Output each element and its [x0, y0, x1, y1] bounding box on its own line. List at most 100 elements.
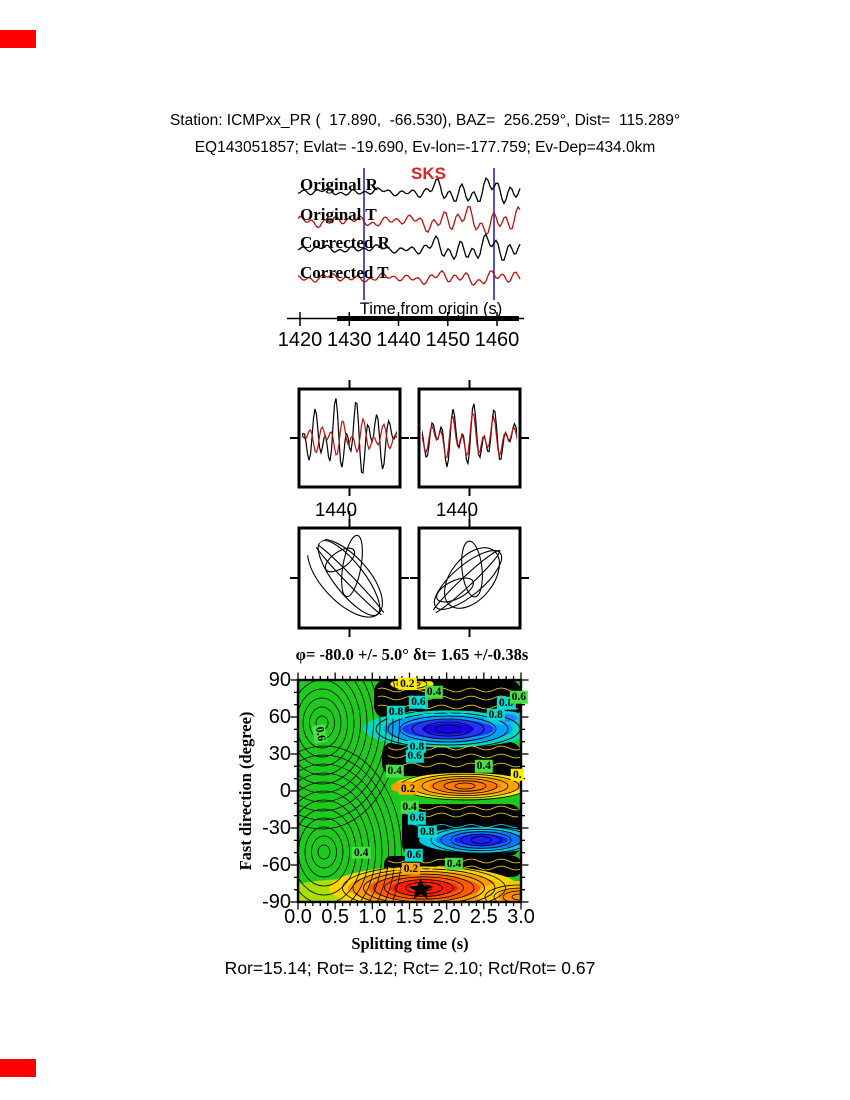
- contour-line: [421, 776, 509, 797]
- corner-mark-top: [0, 30, 36, 48]
- contour-line: [470, 836, 492, 844]
- trace-label-corrected-t: Corrected T: [300, 263, 389, 282]
- zoom-panel-left-tick: 1440: [314, 500, 358, 521]
- header-line-1: Station: ICMPxx_PR ( 17.890, -66.530), B…: [169, 112, 681, 129]
- contour-title: φ= -80.0 +/- 5.0° δt= 1.65 +/-0.38s: [295, 645, 529, 664]
- contour-line: [432, 778, 498, 794]
- contour-line: [298, 680, 368, 785]
- contour-ytick-label: 90: [268, 669, 291, 691]
- contour-value-label: 0.4: [385, 765, 404, 778]
- contour-line: [342, 865, 506, 902]
- time-tick-label: 1460: [474, 329, 520, 351]
- contour-line: [389, 680, 435, 691]
- contour-fill: [454, 834, 508, 846]
- contour-line: [298, 680, 400, 830]
- contour-line: [298, 688, 348, 758]
- contour-line: [352, 868, 496, 902]
- contour-value-label: 0.: [510, 768, 524, 782]
- contour-fill: [422, 723, 474, 735]
- contour-xlabel: Splitting time (s): [351, 934, 469, 953]
- contour-ytick-label: 0: [279, 780, 291, 802]
- contour-line: [298, 745, 402, 902]
- result-stats: Ror=15.14; Rot= 3.12; Rct= 2.10; Rct/Rot…: [224, 958, 596, 978]
- time-tick-label: 1420: [277, 329, 323, 351]
- particle-motion-loop: [341, 534, 363, 598]
- contour-xtick-label: 2.5: [469, 906, 498, 928]
- contour-line: [298, 772, 383, 902]
- contour-line: [298, 680, 361, 776]
- zoom-left-trace-r: [302, 398, 397, 474]
- contour-xtick-label: 2.0: [432, 906, 461, 928]
- contour-value-label: 0.2: [401, 862, 421, 875]
- contour-line: [411, 718, 485, 740]
- contour-line: [384, 876, 464, 900]
- contour-value-label: 0.6: [409, 695, 428, 709]
- phase-label-sks: SKS: [411, 164, 446, 183]
- contour-line: [377, 695, 518, 701]
- time-tick-label: 1440: [376, 329, 421, 351]
- contour-line: [298, 680, 394, 821]
- contour-ytick-label: -90: [262, 891, 291, 913]
- contour-line: [298, 680, 355, 767]
- contour-line: [435, 724, 461, 734]
- trace-original-r: [297, 177, 521, 205]
- contour-xtick-label: 1.0: [358, 906, 387, 928]
- contour-value-label: 0.6: [509, 691, 528, 704]
- contour-value-label: 0.4: [400, 800, 419, 814]
- contour-xtick-label: 0.0: [284, 906, 312, 928]
- trace-label-original-t: Original T: [300, 205, 377, 224]
- trace-corrected-t: [297, 269, 521, 286]
- contour-line: [298, 781, 376, 902]
- contour-xtick-label: 0.5: [321, 906, 350, 928]
- contour-line: [399, 715, 497, 743]
- time-tick-label: 1450: [425, 329, 471, 351]
- contour-value-label: 0.2: [398, 782, 418, 795]
- contour-line: [298, 680, 374, 794]
- contour-line: [377, 687, 518, 693]
- contour-value-label: 0.6: [407, 811, 427, 825]
- contour-line: [450, 831, 512, 849]
- trace-label-original-r: Original R: [300, 175, 378, 194]
- contour-value-label: 0.6: [405, 750, 424, 763]
- particle-motion-loop: [461, 540, 483, 598]
- trace-original-t: [297, 205, 521, 235]
- contour-line: [298, 680, 387, 812]
- zoom-panel-right-tick: 1440: [435, 500, 479, 521]
- contour-value-label: 0.4: [424, 686, 444, 699]
- contour-value-label: 0.4: [444, 857, 464, 871]
- contour-value-label: 0.2: [398, 677, 417, 690]
- contour-line: [363, 871, 485, 902]
- contour-line: [443, 780, 487, 792]
- zoom-left-trace-t: [302, 417, 397, 457]
- contour-value-label: 0.6: [404, 848, 424, 862]
- time-axis-label: Time from origin (s): [359, 300, 503, 318]
- contour-line: [440, 828, 521, 852]
- zoom-panel-left-box: [297, 387, 402, 489]
- particle-motion-loop: [431, 549, 501, 615]
- contour-line: [423, 721, 473, 737]
- contour-line: [302, 697, 342, 749]
- trace-corrected-r: [297, 233, 521, 261]
- contour-line: [311, 835, 337, 869]
- contour-xtick-label: 3.0: [507, 906, 535, 928]
- contour-value-label: 0.8: [386, 705, 406, 719]
- contour-ylabel: Fast direction (degree): [235, 711, 255, 871]
- header-line-2: EQ143051857; Evlat= -19.690, Ev-lon=-177…: [194, 139, 656, 156]
- contour-ytick-label: 30: [268, 743, 291, 765]
- contour-line: [304, 826, 344, 878]
- particle-motion-loop: [444, 547, 500, 609]
- corner-mark-bottom: [0, 1059, 36, 1077]
- contour-line: [298, 754, 396, 902]
- particle-motion-loop: [313, 542, 387, 618]
- contour-value-label: 0.8: [486, 708, 505, 721]
- contour-line: [405, 805, 518, 811]
- particle-motion-loop: [317, 540, 381, 616]
- particle-motion-loop: [324, 547, 356, 573]
- contour-line: [317, 844, 331, 860]
- contour-ytick-label: -60: [262, 854, 291, 876]
- contour-line: [387, 762, 521, 768]
- contour-line: [460, 833, 502, 847]
- contour-surface: [298, 680, 521, 902]
- contour-xtick-label: 1.5: [395, 906, 424, 928]
- time-tick-label: 1430: [327, 329, 372, 351]
